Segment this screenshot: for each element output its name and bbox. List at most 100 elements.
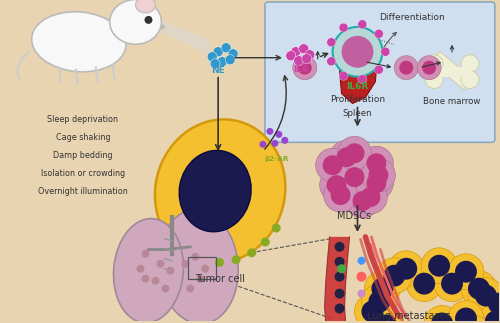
Circle shape bbox=[186, 285, 194, 293]
Bar bbox=[431, 51, 474, 90]
Circle shape bbox=[376, 258, 412, 294]
Circle shape bbox=[210, 59, 220, 69]
Text: Cage shaking: Cage shaking bbox=[56, 133, 110, 142]
Circle shape bbox=[213, 47, 223, 57]
Ellipse shape bbox=[155, 120, 286, 263]
Circle shape bbox=[217, 57, 227, 67]
Ellipse shape bbox=[32, 12, 126, 72]
Circle shape bbox=[360, 166, 394, 200]
Circle shape bbox=[362, 158, 396, 192]
Circle shape bbox=[356, 272, 366, 282]
Circle shape bbox=[196, 275, 204, 283]
Ellipse shape bbox=[332, 27, 382, 77]
Text: IL6R: IL6R bbox=[346, 82, 368, 91]
Circle shape bbox=[495, 318, 500, 323]
Circle shape bbox=[362, 301, 384, 322]
Circle shape bbox=[152, 277, 160, 285]
Text: Overnight illumination: Overnight illumination bbox=[38, 187, 128, 196]
Circle shape bbox=[327, 57, 336, 66]
Circle shape bbox=[468, 278, 490, 299]
Circle shape bbox=[330, 185, 350, 205]
Circle shape bbox=[354, 294, 390, 323]
Circle shape bbox=[406, 266, 442, 302]
Ellipse shape bbox=[158, 210, 238, 323]
Circle shape bbox=[346, 184, 380, 218]
Text: IL6: IL6 bbox=[293, 65, 308, 74]
Circle shape bbox=[192, 253, 199, 261]
Circle shape bbox=[276, 131, 282, 138]
Circle shape bbox=[461, 71, 479, 89]
Circle shape bbox=[417, 56, 441, 80]
Circle shape bbox=[282, 137, 288, 144]
Circle shape bbox=[339, 23, 348, 32]
Circle shape bbox=[421, 320, 457, 323]
Circle shape bbox=[374, 29, 384, 38]
Ellipse shape bbox=[114, 219, 184, 323]
Circle shape bbox=[362, 320, 398, 323]
Circle shape bbox=[368, 307, 404, 323]
Circle shape bbox=[488, 310, 500, 323]
Text: Spleen: Spleen bbox=[342, 109, 372, 119]
Circle shape bbox=[215, 258, 224, 267]
Circle shape bbox=[352, 191, 372, 211]
Circle shape bbox=[144, 16, 152, 24]
Circle shape bbox=[344, 167, 364, 187]
Circle shape bbox=[334, 272, 344, 282]
Circle shape bbox=[396, 258, 417, 280]
Circle shape bbox=[431, 313, 453, 323]
Circle shape bbox=[456, 316, 492, 323]
Circle shape bbox=[142, 250, 150, 258]
Circle shape bbox=[336, 147, 356, 167]
Circle shape bbox=[360, 146, 394, 180]
Circle shape bbox=[322, 155, 342, 175]
Circle shape bbox=[339, 71, 348, 80]
Circle shape bbox=[448, 254, 484, 290]
Text: Differentiation: Differentiation bbox=[380, 13, 445, 22]
Ellipse shape bbox=[110, 0, 162, 44]
Circle shape bbox=[286, 51, 296, 61]
Circle shape bbox=[376, 315, 398, 323]
Circle shape bbox=[299, 44, 308, 54]
Circle shape bbox=[384, 265, 406, 287]
Circle shape bbox=[362, 284, 398, 319]
Circle shape bbox=[316, 148, 350, 182]
Circle shape bbox=[461, 271, 497, 307]
Circle shape bbox=[334, 242, 344, 252]
Circle shape bbox=[463, 322, 485, 323]
Circle shape bbox=[455, 261, 477, 283]
Circle shape bbox=[455, 307, 477, 323]
Circle shape bbox=[225, 55, 235, 65]
Circle shape bbox=[425, 55, 443, 73]
Circle shape bbox=[441, 273, 463, 295]
Circle shape bbox=[337, 264, 346, 273]
Circle shape bbox=[381, 47, 390, 56]
Circle shape bbox=[294, 56, 304, 66]
Circle shape bbox=[358, 75, 367, 84]
Text: Tumor cell: Tumor cell bbox=[195, 274, 245, 284]
Circle shape bbox=[166, 267, 174, 275]
Text: Isolation or crowding: Isolation or crowding bbox=[40, 169, 125, 178]
Circle shape bbox=[368, 291, 390, 313]
Circle shape bbox=[266, 128, 274, 135]
Text: NE: NE bbox=[212, 66, 225, 75]
Circle shape bbox=[160, 24, 165, 29]
Circle shape bbox=[354, 180, 388, 214]
Text: Proliferation: Proliferation bbox=[330, 95, 385, 104]
Circle shape bbox=[330, 140, 364, 174]
Circle shape bbox=[461, 55, 479, 73]
Circle shape bbox=[334, 257, 344, 267]
Circle shape bbox=[338, 136, 372, 170]
Circle shape bbox=[207, 52, 217, 62]
Bar bbox=[432, 67, 472, 77]
Text: Damp bedding: Damp bedding bbox=[53, 151, 112, 160]
Circle shape bbox=[448, 301, 484, 323]
Polygon shape bbox=[156, 18, 210, 55]
Circle shape bbox=[366, 153, 386, 173]
Circle shape bbox=[228, 49, 238, 59]
Circle shape bbox=[261, 237, 270, 246]
Ellipse shape bbox=[342, 36, 374, 68]
Circle shape bbox=[358, 290, 366, 297]
Circle shape bbox=[272, 140, 278, 147]
Circle shape bbox=[156, 260, 164, 268]
Circle shape bbox=[358, 257, 366, 265]
